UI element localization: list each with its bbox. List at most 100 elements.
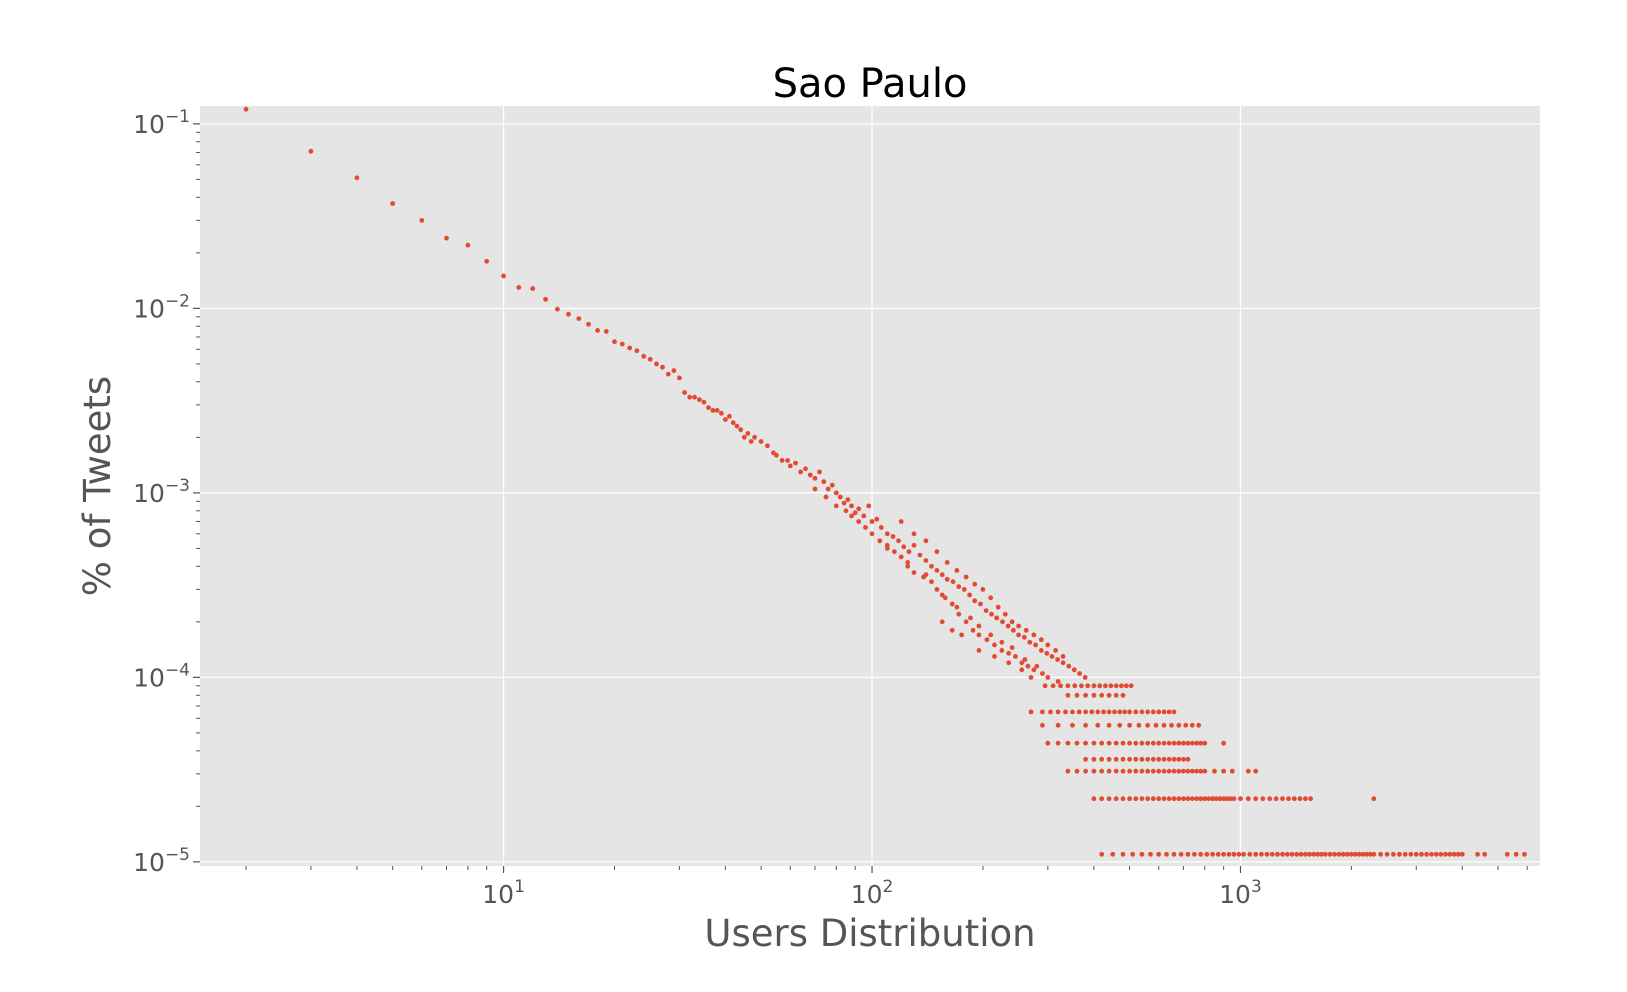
data-point	[1091, 796, 1097, 802]
data-point	[1166, 709, 1172, 715]
data-point	[1156, 851, 1162, 857]
data-point	[999, 639, 1005, 645]
data-point	[1176, 768, 1182, 774]
data-point	[833, 490, 839, 496]
data-point	[1139, 709, 1145, 715]
data-point	[1019, 667, 1025, 673]
data-point	[1150, 756, 1156, 762]
data-point	[1253, 768, 1259, 774]
data-point	[988, 632, 994, 638]
data-point	[1091, 768, 1097, 774]
data-point	[1340, 851, 1346, 857]
data-point	[976, 648, 982, 653]
data-point	[944, 560, 950, 565]
data-point	[1099, 796, 1105, 802]
data-point	[543, 296, 548, 302]
data-point	[1145, 722, 1151, 728]
data-point	[1133, 756, 1139, 762]
data-point	[992, 654, 997, 659]
data-point	[1189, 722, 1195, 728]
data-point	[1148, 851, 1153, 857]
data-point	[1176, 796, 1182, 802]
data-point	[1065, 740, 1071, 746]
data-point	[1099, 756, 1105, 762]
data-point	[793, 460, 798, 466]
data-point	[1166, 796, 1172, 802]
data-point	[1183, 722, 1189, 728]
data-point	[1275, 851, 1280, 857]
data-point	[1504, 851, 1510, 857]
minor-ticks	[196, 131, 1528, 870]
data-point	[1176, 740, 1182, 746]
data-point	[843, 508, 849, 514]
data-point	[1055, 722, 1061, 728]
data-point	[1077, 671, 1082, 676]
data-point	[1127, 740, 1132, 746]
data-point	[1083, 756, 1088, 762]
data-point	[619, 341, 625, 347]
data-point	[863, 525, 868, 530]
data-point	[1066, 663, 1072, 669]
data-point	[878, 525, 884, 530]
data-point	[734, 423, 740, 429]
data-point	[530, 286, 536, 291]
data-point	[829, 482, 835, 488]
data-point	[1136, 722, 1142, 728]
y-tick-label: 10−5	[133, 845, 190, 877]
data-point	[1055, 657, 1060, 662]
data-point	[1181, 768, 1186, 774]
data-point	[1106, 709, 1112, 715]
data-point	[1000, 619, 1005, 625]
data-point	[1194, 740, 1199, 746]
data-point	[484, 258, 490, 264]
data-point	[1103, 683, 1108, 689]
y-tick-label: 10−1	[133, 107, 190, 139]
data-point	[923, 572, 929, 578]
data-point	[1164, 851, 1169, 857]
data-point	[1091, 692, 1097, 698]
data-point	[1009, 619, 1015, 625]
data-point	[1298, 851, 1304, 857]
x-axis-ticks: 101 102 103	[482, 866, 1262, 909]
data-point	[1212, 768, 1217, 774]
data-points	[243, 106, 1527, 857]
data-point	[1133, 796, 1139, 802]
data-point	[1150, 768, 1156, 774]
data-point	[861, 513, 867, 519]
data-point	[1161, 722, 1167, 728]
data-point	[1166, 768, 1172, 774]
data-point	[1106, 740, 1112, 746]
data-point	[1097, 683, 1103, 689]
data-point	[1360, 851, 1366, 857]
data-point	[1065, 683, 1071, 689]
data-point	[841, 500, 847, 506]
data-point	[1344, 851, 1350, 857]
data-point	[1451, 851, 1457, 857]
data-point	[1044, 650, 1050, 656]
data-point	[1384, 851, 1390, 857]
data-point	[1185, 768, 1191, 774]
data-point	[1127, 796, 1132, 802]
data-point	[1178, 851, 1184, 857]
data-point	[866, 503, 872, 509]
data-point	[1185, 756, 1191, 762]
data-point	[1045, 675, 1051, 680]
data-point	[1145, 796, 1151, 802]
data-point	[972, 598, 978, 604]
data-point	[566, 311, 571, 317]
data-point	[1055, 709, 1061, 715]
data-point	[1122, 709, 1128, 715]
data-point	[1166, 756, 1172, 762]
data-point	[1095, 709, 1101, 715]
data-point	[1113, 796, 1119, 802]
data-point	[963, 574, 969, 580]
data-point	[308, 148, 314, 154]
data-point	[1113, 768, 1119, 774]
data-point	[906, 549, 912, 555]
data-point	[1120, 740, 1126, 746]
data-point	[911, 542, 917, 548]
data-point	[1016, 623, 1021, 629]
data-point	[1269, 851, 1275, 857]
data-point	[665, 371, 671, 377]
